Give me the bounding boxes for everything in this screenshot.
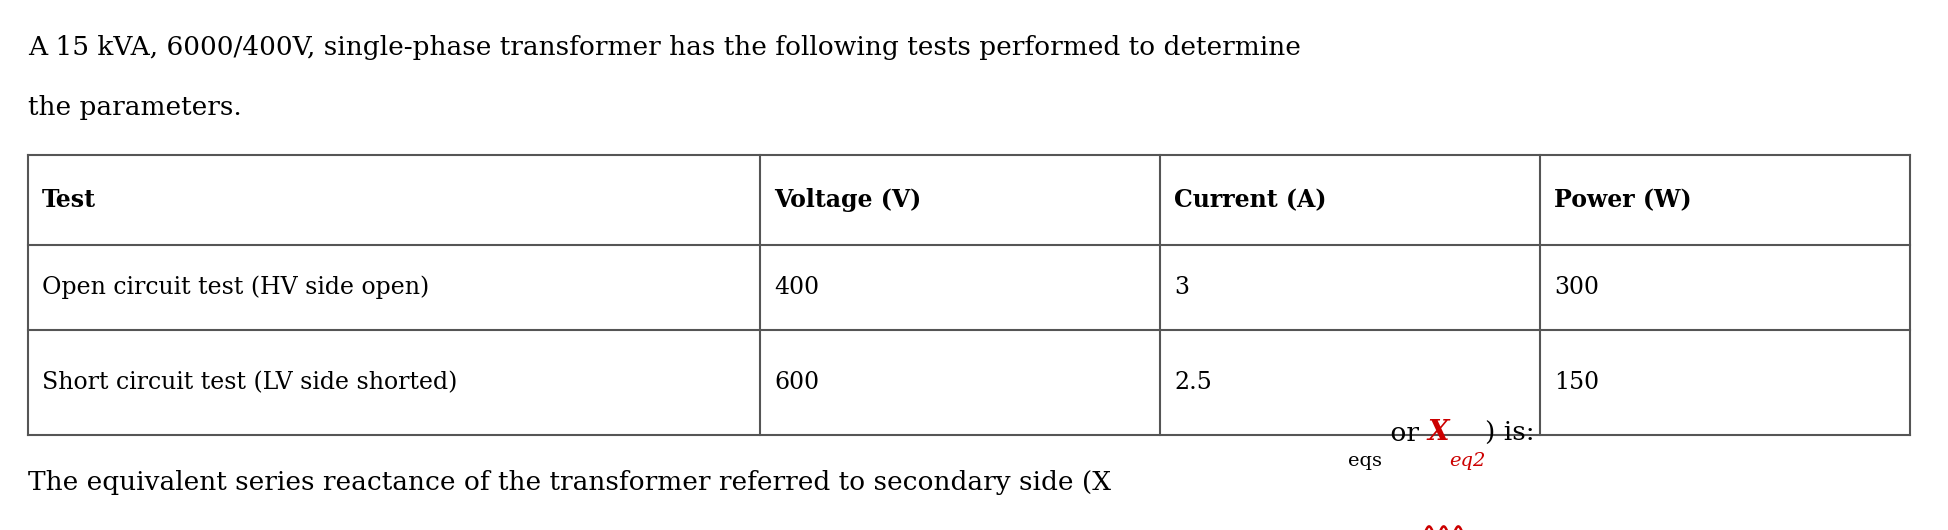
Text: The equivalent series reactance of the transformer referred to secondary side (X: The equivalent series reactance of the t…: [27, 470, 1110, 495]
Text: Short circuit test (LV side shorted): Short circuit test (LV side shorted): [43, 371, 458, 394]
Text: the parameters.: the parameters.: [27, 95, 242, 120]
Text: Open circuit test (HV side open): Open circuit test (HV side open): [43, 276, 429, 299]
Text: eqs: eqs: [1348, 452, 1383, 470]
Text: 400: 400: [773, 276, 818, 299]
Text: 2.5: 2.5: [1175, 371, 1212, 394]
Text: 300: 300: [1555, 276, 1599, 299]
Text: ) is:: ) is:: [1486, 421, 1535, 446]
Text: 600: 600: [773, 371, 818, 394]
Text: Voltage (V): Voltage (V): [773, 188, 921, 212]
Text: A 15 kVA, 6000/400V, single-phase transformer has the following tests performed : A 15 kVA, 6000/400V, single-phase transf…: [27, 35, 1301, 60]
Text: 3: 3: [1175, 276, 1188, 299]
Text: 150: 150: [1555, 371, 1599, 394]
Text: X: X: [1428, 419, 1449, 446]
Text: Current (A): Current (A): [1175, 188, 1327, 212]
Text: eq2: eq2: [1449, 452, 1486, 470]
Text: Power (W): Power (W): [1555, 188, 1691, 212]
Text: Test: Test: [43, 188, 95, 212]
Text: or: or: [1383, 421, 1428, 446]
